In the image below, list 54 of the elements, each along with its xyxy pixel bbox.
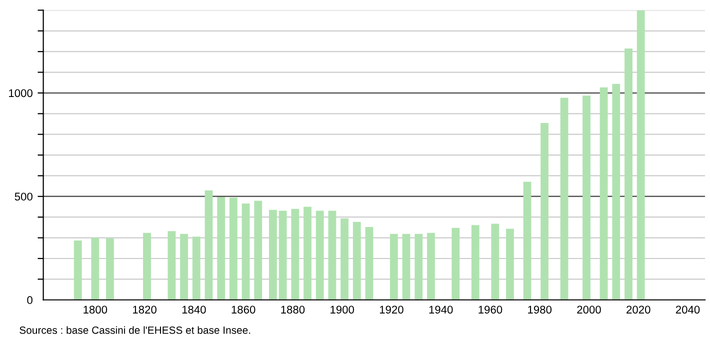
bar: [316, 210, 324, 300]
bar: [506, 228, 514, 300]
bar: [365, 227, 374, 300]
x-tick-label: 1820: [133, 306, 156, 314]
bar: [204, 190, 213, 300]
bar: [168, 231, 176, 300]
bar: [582, 96, 590, 300]
x-tick-label: 1940: [429, 306, 453, 314]
x-tick-label: 1840: [182, 306, 206, 314]
bar: [624, 48, 632, 300]
bar: [612, 84, 620, 300]
bar: [91, 238, 100, 300]
bar: [636, 10, 645, 300]
bar: [180, 234, 188, 300]
bar: [291, 208, 300, 300]
bar: [106, 238, 114, 300]
bar: [192, 236, 200, 300]
bar: [352, 222, 361, 300]
x-tick-label: 1800: [84, 306, 108, 314]
bar: [390, 234, 398, 300]
bar: [402, 234, 410, 300]
bar: [471, 225, 480, 300]
bar: [340, 218, 348, 300]
x-tick-label: 2020: [626, 306, 650, 314]
bar: [427, 232, 435, 300]
bar: [143, 232, 151, 300]
bar: [560, 98, 568, 300]
x-tick-label: 2040: [676, 306, 700, 314]
y-tick-label: 0: [27, 296, 32, 304]
y-tick-label: 500: [14, 192, 32, 201]
bar: [600, 87, 608, 300]
bar: [242, 203, 250, 300]
bar: [540, 122, 548, 300]
bar: [254, 200, 262, 300]
bar: [229, 198, 238, 300]
y-tick-label: 1000: [9, 89, 32, 98]
x-tick-label: 1960: [478, 306, 502, 314]
bar: [278, 210, 287, 300]
bar: [304, 206, 312, 300]
bar: [523, 182, 532, 300]
source-note: Sources : base Cassini de l'EHESS et base Insee.: [20, 326, 250, 334]
bar: [74, 240, 82, 300]
bar: [268, 210, 277, 300]
x-tick-label: 2000: [577, 306, 601, 314]
x-tick-label: 1860: [232, 306, 256, 314]
x-tick-label: 1980: [528, 306, 552, 314]
x-tick-label: 1900: [330, 306, 354, 314]
x-tick-label: 1920: [380, 306, 404, 314]
bar: [328, 210, 336, 300]
bar: [414, 234, 423, 300]
x-tick-label: 1880: [281, 306, 305, 314]
bar: [491, 224, 500, 300]
bar: [452, 228, 460, 300]
bar: [217, 197, 226, 300]
